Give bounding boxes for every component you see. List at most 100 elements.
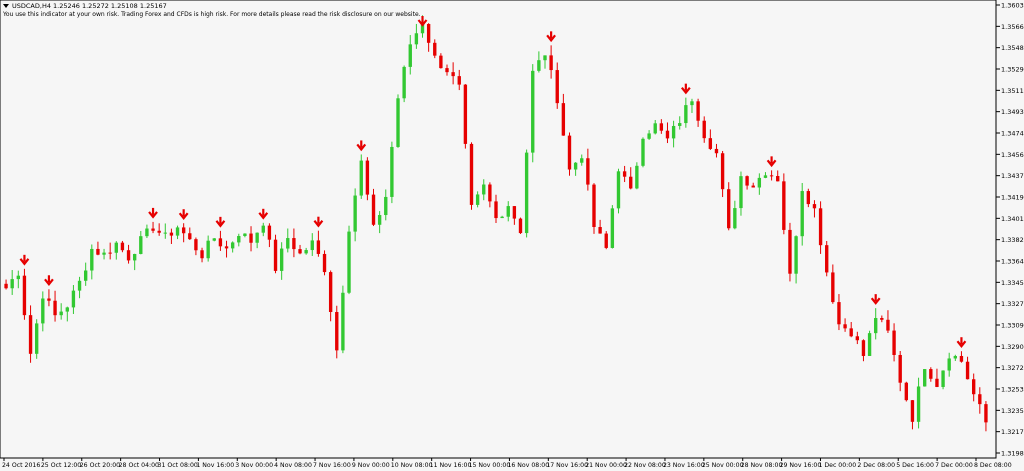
- price-tick-label: 1.33090: [1001, 322, 1024, 330]
- candle-body: [598, 227, 602, 234]
- time-tick-label: 29 Nov 16:00: [780, 462, 822, 469]
- candle-body: [549, 55, 553, 71]
- time-tick-label: 26 Oct 20:00: [80, 462, 120, 469]
- sell-signal-arrow-icon: [258, 208, 269, 220]
- candle-body: [635, 165, 639, 189]
- candle-body: [898, 354, 902, 383]
- candle-body: [684, 105, 688, 124]
- price-tick-label: 1.34560: [1001, 151, 1024, 159]
- candle-body: [90, 248, 94, 271]
- candle: [414, 23, 419, 49]
- price-tick-label: 1.35115: [1001, 87, 1024, 95]
- candle: [947, 352, 951, 377]
- candle: [904, 381, 909, 402]
- candle: [769, 170, 774, 181]
- candle: [812, 200, 817, 218]
- candle: [469, 142, 474, 210]
- triangle-down-icon[interactable]: [3, 4, 9, 8]
- candle: [647, 130, 651, 140]
- time-tick-label: 28 Nov 08:00: [741, 462, 783, 469]
- candle: [972, 373, 976, 402]
- candle: [806, 188, 811, 208]
- candle: [181, 223, 186, 243]
- candle: [604, 231, 608, 250]
- candle: [347, 225, 351, 295]
- candles-layer: [4, 15, 988, 432]
- candle: [892, 323, 896, 362]
- candle-body: [96, 248, 100, 255]
- candle-body: [929, 369, 933, 379]
- candle-body: [414, 33, 419, 45]
- candle-body: [671, 125, 676, 139]
- candle-body: [194, 239, 198, 251]
- time-tick-label: 9 Nov 00:00: [352, 462, 390, 469]
- candle: [690, 98, 694, 113]
- candle-body: [224, 246, 229, 249]
- candle: [384, 189, 388, 221]
- candle-body: [445, 68, 449, 73]
- candle: [720, 150, 725, 198]
- candle-body: [28, 315, 33, 354]
- candle-body: [537, 60, 541, 71]
- candle: [825, 240, 829, 277]
- candle-body: [531, 70, 535, 153]
- candle: [494, 194, 498, 224]
- candle-body: [279, 248, 284, 271]
- candle: [684, 97, 688, 128]
- price-axis: 1.36035 1.35665 1.35480 1.35295 1.35115 1.349…: [996, 2, 1024, 458]
- candle-body: [653, 123, 657, 134]
- candle-body: [769, 175, 774, 177]
- candle: [763, 172, 768, 179]
- candle: [935, 368, 939, 388]
- time-tick-label: 16 Nov 08:00: [507, 462, 549, 469]
- candle-body: [249, 233, 253, 243]
- candle: [28, 305, 33, 363]
- candle-body: [629, 176, 633, 189]
- candle-body: [384, 196, 388, 216]
- candle: [163, 223, 167, 239]
- candle: [635, 162, 639, 190]
- time-tick-label: 10 Nov 08:00: [391, 462, 433, 469]
- candle: [4, 279, 8, 290]
- candle-body: [867, 333, 872, 356]
- candle: [610, 205, 615, 249]
- candle-body: [567, 135, 572, 170]
- candle-body: [298, 249, 302, 254]
- candle: [188, 227, 192, 241]
- sell-signal-arrow-icon: [44, 275, 54, 287]
- candle-body: [16, 275, 20, 280]
- time-tick-label: 24 Oct 2016: [2, 462, 40, 469]
- candle-body: [580, 158, 584, 163]
- candle-body: [904, 382, 909, 401]
- candle: [665, 122, 670, 144]
- sell-signal-arrow-icon: [680, 83, 691, 95]
- price-tick-label: 1.35295: [1001, 66, 1024, 74]
- candle-body: [978, 394, 982, 405]
- candle: [714, 143, 719, 158]
- candle-body: [132, 253, 137, 261]
- candle-body: [555, 70, 559, 104]
- price-tick-label: 1.32905: [1001, 343, 1024, 351]
- candle: [506, 201, 510, 222]
- candle-body: [408, 44, 412, 67]
- candle-body: [837, 302, 841, 325]
- candle: [573, 162, 578, 176]
- candle-body: [22, 275, 27, 316]
- candle-body: [690, 101, 694, 106]
- sell-signal-arrow-icon: [956, 337, 967, 348]
- candle-body: [47, 298, 51, 301]
- candle-body: [800, 191, 804, 237]
- candle: [218, 230, 223, 251]
- sell-signal-arrow-icon: [766, 156, 777, 168]
- price-tick-label: 1.33270: [1001, 300, 1024, 308]
- candle-body: [261, 225, 265, 233]
- candle-body: [102, 252, 106, 255]
- candle-body: [145, 228, 149, 237]
- candle: [96, 241, 100, 256]
- time-tick-label: 7 Nov 16:00: [313, 462, 351, 469]
- candle-body: [586, 158, 590, 185]
- candle-body: [849, 328, 853, 337]
- candle-body: [377, 215, 382, 225]
- candle-body: [206, 240, 210, 259]
